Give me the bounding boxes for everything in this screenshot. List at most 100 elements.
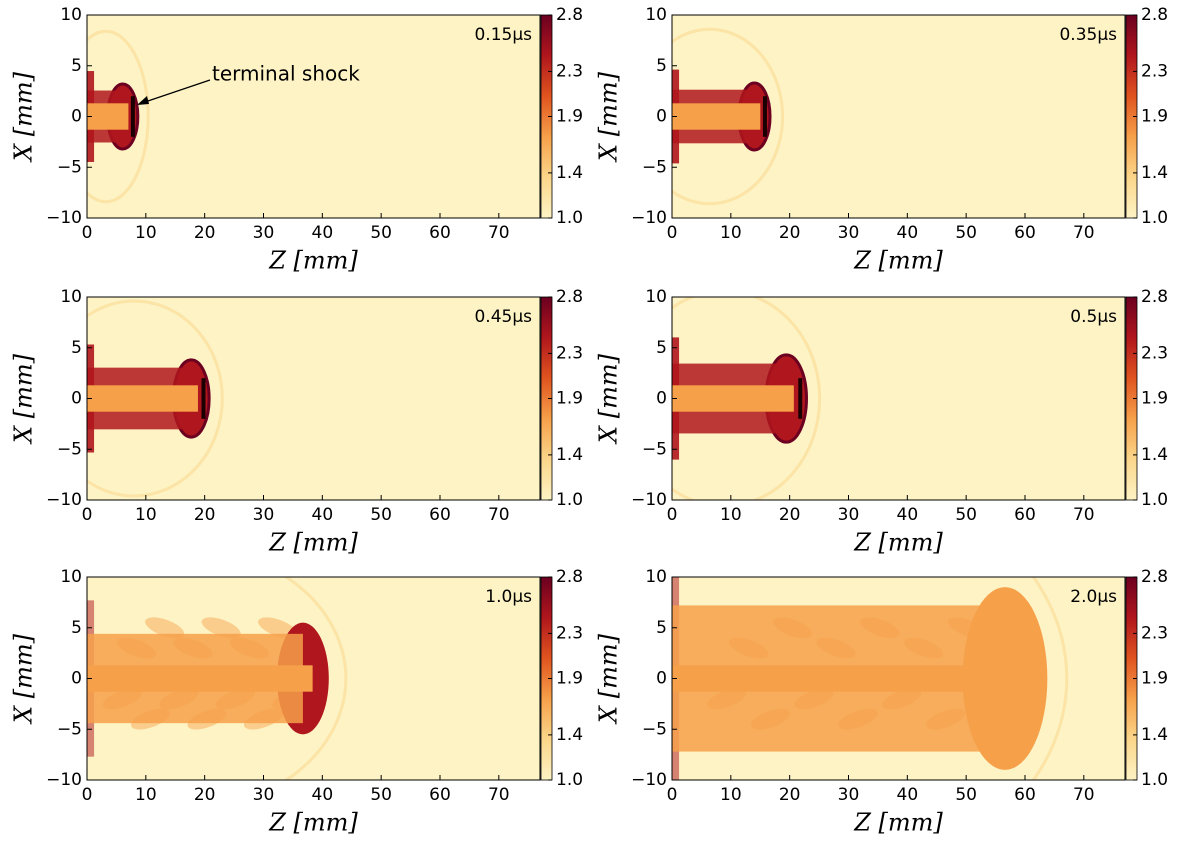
y-tick-label: 5 <box>656 618 667 638</box>
x-axis-label: Z [mm] <box>268 247 358 275</box>
y-tick-label: 0 <box>71 389 82 409</box>
x-tick-label: 30 <box>838 223 860 243</box>
jet-core <box>87 665 313 692</box>
annotation-arrow <box>141 79 211 104</box>
colorbar-tick-label: 1.9 <box>556 669 583 689</box>
y-tick-label: 0 <box>71 107 82 127</box>
colorbar-tick-label: 1.9 <box>556 107 583 127</box>
y-tick-label: 5 <box>656 338 667 358</box>
x-tick-label: 60 <box>1014 785 1036 805</box>
y-axis-label: X [mm] <box>10 633 38 725</box>
colorbar-tick-label: 1.0 <box>1141 208 1168 228</box>
y-tick-label: 0 <box>656 389 667 409</box>
x-tick-label: 10 <box>720 505 742 525</box>
y-tick-label: 0 <box>656 107 667 127</box>
y-tick-label: −5 <box>642 719 667 739</box>
y-axis-label: X [mm] <box>10 353 38 445</box>
wisp <box>145 617 185 639</box>
colorbar-tick-label: 1.0 <box>1141 770 1168 790</box>
x-tick-label: 40 <box>312 223 334 243</box>
y-tick-label: −10 <box>631 770 667 790</box>
x-axis-label: Z [mm] <box>268 529 358 557</box>
x-tick-label: 20 <box>194 505 216 525</box>
y-tick-label: 10 <box>60 567 82 587</box>
x-tick-label: 0 <box>667 785 678 805</box>
colorbar-tick-label: 2.8 <box>556 287 583 307</box>
y-tick-label: −5 <box>642 439 667 459</box>
x-tick-label: 50 <box>955 505 977 525</box>
x-tick-label: 70 <box>488 505 510 525</box>
y-axis-label: X [mm] <box>10 71 38 163</box>
field <box>87 15 540 218</box>
colorbar-tick-label: 2.8 <box>1141 5 1168 25</box>
colorbar-tick-label: 1.0 <box>556 770 583 790</box>
bow-shock <box>672 297 822 500</box>
x-tick-label: 50 <box>955 223 977 243</box>
x-tick-label: 30 <box>253 505 275 525</box>
x-tick-label: 10 <box>135 785 157 805</box>
x-tick-label: 0 <box>82 505 93 525</box>
x-tick-label: 60 <box>429 223 451 243</box>
y-tick-label: 0 <box>656 669 667 689</box>
jet-core <box>672 103 761 130</box>
x-axis-label: Z [mm] <box>853 247 943 275</box>
x-tick-label: 10 <box>135 223 157 243</box>
x-tick-label: 60 <box>1014 223 1036 243</box>
colorbar-tick-label: 1.0 <box>556 490 583 510</box>
colorbar-tick-label: 1.9 <box>556 389 583 409</box>
x-axis-label: Z [mm] <box>853 809 943 837</box>
field <box>87 297 540 500</box>
x-tick-label: 40 <box>897 785 919 805</box>
bow-shock <box>1031 577 1069 780</box>
x-tick-label: 0 <box>667 223 678 243</box>
colorbar-tick-label: 1.4 <box>1141 725 1168 745</box>
x-tick-label: 20 <box>194 223 216 243</box>
x-tick-label: 0 <box>82 785 93 805</box>
jet-core <box>672 665 1021 692</box>
y-tick-label: −5 <box>57 719 82 739</box>
y-tick-label: 5 <box>71 618 82 638</box>
bow-shock <box>87 299 224 498</box>
colorbar-tick-label: 2.3 <box>1141 61 1168 81</box>
y-tick-label: 10 <box>60 5 82 25</box>
x-tick-label: 60 <box>429 505 451 525</box>
time-label: 0.5μs <box>1070 307 1117 327</box>
x-tick-label: 20 <box>779 505 801 525</box>
colorbar-tick-label: 1.0 <box>556 208 583 228</box>
field <box>672 577 1125 780</box>
x-tick-label: 50 <box>370 223 392 243</box>
x-tick-label: 50 <box>370 505 392 525</box>
bow-shock <box>283 577 348 780</box>
x-tick-label: 0 <box>82 223 93 243</box>
x-axis-label: Z [mm] <box>268 809 358 837</box>
jet-core <box>87 385 198 412</box>
colorbar-tick-label: 1.9 <box>1141 389 1168 409</box>
x-tick-label: 40 <box>312 785 334 805</box>
colorbar-tick-label: 1.4 <box>556 725 583 745</box>
x-tick-label: 10 <box>720 785 742 805</box>
field <box>672 15 1125 218</box>
colorbar-tick-label: 1.4 <box>556 163 583 183</box>
wisp <box>201 617 241 639</box>
y-tick-label: 10 <box>645 567 667 587</box>
y-tick-label: 5 <box>656 56 667 76</box>
x-tick-label: 70 <box>488 785 510 805</box>
bow-shock <box>87 29 150 204</box>
colorbar-tick-label: 2.3 <box>556 61 583 81</box>
y-tick-label: −10 <box>46 490 82 510</box>
y-tick-label: 10 <box>60 287 82 307</box>
colorbar-tick-label: 1.9 <box>1141 107 1168 127</box>
colorbar-tick-label: 2.8 <box>556 567 583 587</box>
x-tick-label: 20 <box>779 785 801 805</box>
background-field <box>87 15 540 218</box>
y-tick-label: −10 <box>46 770 82 790</box>
y-tick-label: 10 <box>645 5 667 25</box>
colorbar-tick-label: 2.3 <box>1141 343 1168 363</box>
jet-core <box>87 103 129 130</box>
y-tick-label: −5 <box>642 157 667 177</box>
y-tick-label: −10 <box>631 208 667 228</box>
time-label: 2.0μs <box>1070 587 1117 607</box>
y-tick-label: 5 <box>71 338 82 358</box>
field <box>87 577 540 780</box>
